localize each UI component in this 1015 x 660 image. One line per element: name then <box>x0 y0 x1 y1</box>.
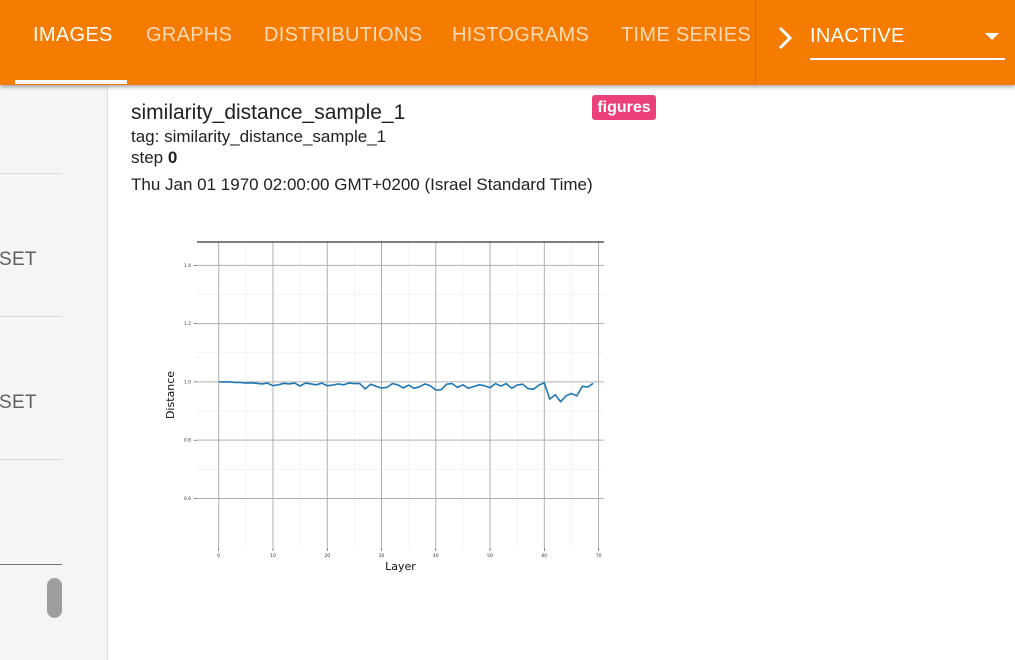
inactive-select-value: INACTIVE <box>810 25 905 47</box>
inactive-runs-select[interactable]: INACTIVE <box>810 14 1005 60</box>
arrow-drop-down-icon <box>985 33 999 40</box>
step-label: step <box>131 148 164 167</box>
x-axis-label: Layer <box>385 560 416 573</box>
tag-label: tag: <box>131 127 160 146</box>
sidebar-divider <box>0 459 62 460</box>
top-toolbar: IMAGES GRAPHS DISTRIBUTIONS HISTOGRAMS T… <box>0 0 1015 85</box>
tab-time-series[interactable]: TIME SERIES <box>621 24 751 46</box>
sidebar-input-underline <box>0 564 62 565</box>
step-value: 0 <box>167 148 178 167</box>
active-tab-indicator <box>15 80 127 84</box>
x-tick-label: 10 <box>270 553 276 559</box>
step-line: step 0 <box>131 148 177 168</box>
x-tick-label: 70 <box>596 553 602 559</box>
x-tick-label: 30 <box>379 553 385 559</box>
y-tick-label: 0.6 <box>184 496 191 502</box>
x-tick-label: 0 <box>217 553 220 559</box>
tab-images[interactable]: IMAGES <box>33 24 113 46</box>
x-tick-label: 60 <box>541 553 547 559</box>
tag-value: similarity_distance_sample_1 <box>164 127 387 146</box>
y-axis-label: Distance <box>164 371 177 419</box>
toolbar-divider <box>755 0 756 85</box>
tab-distributions[interactable]: DISTRIBUTIONS <box>264 24 423 46</box>
series-line <box>218 381 594 403</box>
figures-badge: figures <box>592 95 656 120</box>
tag-line: tag: similarity_distance_sample_1 <box>131 127 386 147</box>
y-tick-label: 0.8 <box>184 438 191 444</box>
line-chart: 0 10 20 30 40 50 60 70 0.6 0.8 1.0 1.2 1.4 Layer Dista… <box>164 241 604 573</box>
y-tick-label: 1.4 <box>184 263 191 269</box>
y-tick-label: 1.0 <box>184 379 191 385</box>
x-tick-label: 20 <box>324 553 330 559</box>
sidebar-divider <box>0 173 62 174</box>
x-tick-label: 50 <box>487 553 493 559</box>
chevron-right-icon[interactable] <box>772 24 798 52</box>
figure-image[interactable]: 0 10 20 30 40 50 60 70 0.6 0.8 1.0 1.2 1.4 Layer Dista… <box>158 232 613 577</box>
x-tick-label: 40 <box>433 553 439 559</box>
tab-histograms[interactable]: HISTOGRAMS <box>452 24 590 46</box>
timestamp: Thu Jan 01 1970 02:00:00 GMT+0200 (Israe… <box>131 175 593 194</box>
card-title: similarity_distance_sample_1 <box>131 101 406 124</box>
sidebar-divider <box>0 316 62 317</box>
y-tick-label: 1.2 <box>184 321 191 327</box>
tab-graphs[interactable]: GRAPHS <box>146 24 233 46</box>
sidebar-scrollbar-thumb[interactable] <box>47 578 62 618</box>
